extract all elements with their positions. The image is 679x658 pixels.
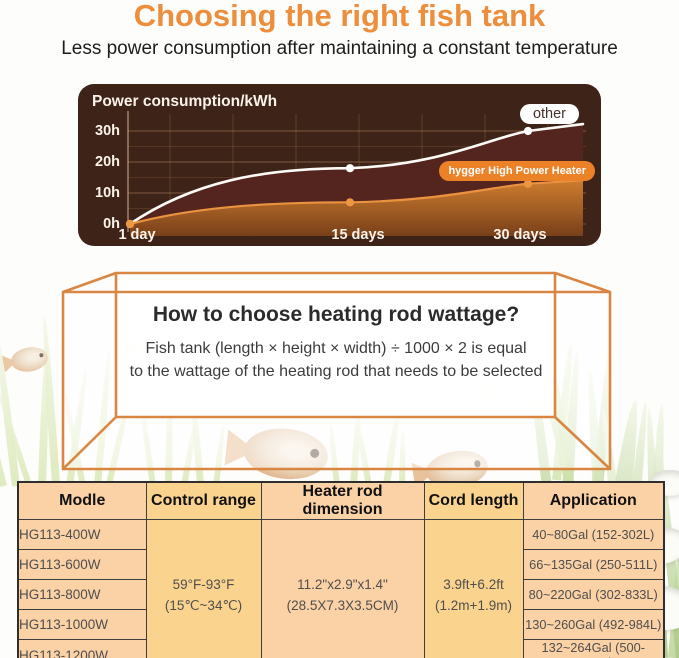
chart-plot-area: [125, 111, 586, 236]
model-cell: HG113-1000W: [17, 609, 147, 640]
header-model: Modle: [17, 481, 147, 520]
cord-length-line-1: 3.9ft+6.2ft: [443, 577, 504, 592]
application-cell: 130~260Gal (492-984L): [522, 609, 665, 640]
control-range-line-2: (15℃~34℃): [164, 598, 243, 613]
tank-formula-line-2: to the wattage of the heating rod that n…: [129, 363, 543, 380]
model-cell: HG113-600W: [17, 549, 147, 580]
tank-heading: How to choose heating rod wattage?: [152, 303, 520, 326]
dimension-line-2: (28.5X7.3X3.5CM): [286, 598, 399, 613]
tank-edges: [61, 271, 612, 471]
tank-text-block: How to choose heating rod wattage? Fish …: [115, 303, 557, 383]
header-dimension: Heater rod dimension: [260, 481, 425, 520]
series-label-other: other: [519, 104, 579, 124]
y-tick-10h: 10h: [95, 185, 120, 201]
header-cord: Cord length: [423, 481, 524, 520]
model-cell: HG113-1200W: [17, 639, 147, 658]
dimension-line-1: 11.2"x2.9"x1.4": [297, 577, 388, 592]
table-header-row: Modle Control range Heater rod dimension…: [17, 481, 665, 520]
tank-back-glass: [116, 273, 555, 417]
control-range-cell: 59°F-93°F (15℃~34℃): [145, 519, 262, 658]
chart-title: Power consumption/kWh: [92, 93, 278, 110]
application-cell: 80~220Gal (302-833L): [522, 579, 665, 610]
x-tick-1-day: 1 day: [118, 227, 156, 243]
x-tick-30-days: 30 days: [493, 227, 547, 243]
application-cell: 66~135Gal (250-511L): [522, 549, 665, 580]
data-point-other: [345, 164, 355, 173]
table-row: HG113-1200W 132~264Gal (500-1000L): [17, 639, 665, 658]
table-row: HG113-400W 59°F-93°F (15℃~34℃) 11.2"x2.9…: [17, 519, 665, 658]
application-cell: 40~80Gal (152-302L): [522, 519, 665, 550]
x-tick-15-days: 15 days: [331, 227, 385, 243]
spec-table: Modle Control range Heater rod dimension…: [17, 481, 665, 658]
page-title: Choosing the right fish tank: [133, 0, 546, 33]
model-cell: HG113-400W: [17, 519, 147, 550]
tank-formula-line-1: Fish tank (length × height × width) ÷ 10…: [145, 340, 527, 357]
data-point-other: [523, 126, 533, 136]
header-application: Application: [522, 481, 665, 520]
data-point-hygger: [125, 219, 135, 229]
series-label-hygger: hygger High Power Heater: [439, 161, 595, 181]
y-tick-30h: 30h: [95, 123, 120, 139]
table-row: HG113-600W 66~135Gal (250-511L): [17, 549, 665, 580]
y-tick-20h: 20h: [95, 154, 120, 170]
model-cell: HG113-800W: [17, 579, 147, 610]
cord-length-line-2: (1.2m+1.9m): [435, 598, 512, 613]
chart-dots: [125, 126, 533, 229]
data-point-hygger: [523, 179, 533, 188]
control-range-line-1: 59°F-93°F: [172, 577, 235, 592]
page-subtitle: Less power consumption after maintaining…: [61, 38, 618, 59]
cord-length-cell: 3.9ft+6.2ft (1.2m+1.9m): [423, 519, 524, 658]
table-row: HG113-800W 80~220Gal (302-833L): [17, 579, 665, 610]
data-point-hygger: [345, 198, 355, 207]
y-tick-0h: 0h: [103, 216, 120, 232]
header-control: Control range: [145, 481, 262, 520]
area-hygger: [130, 180, 583, 236]
table-row: HG113-1000W 130~260Gal (492-984L): [17, 609, 665, 640]
application-cell: 132~264Gal (500-1000L): [522, 639, 665, 658]
chart-areas: [130, 124, 583, 236]
dimension-cell: 11.2"x2.9"x1.4" (28.5X7.3X3.5CM): [260, 519, 425, 658]
power-consumption-chart: Power consumption/kWh 30h 20h 10h 0h 1 d…: [78, 84, 601, 246]
